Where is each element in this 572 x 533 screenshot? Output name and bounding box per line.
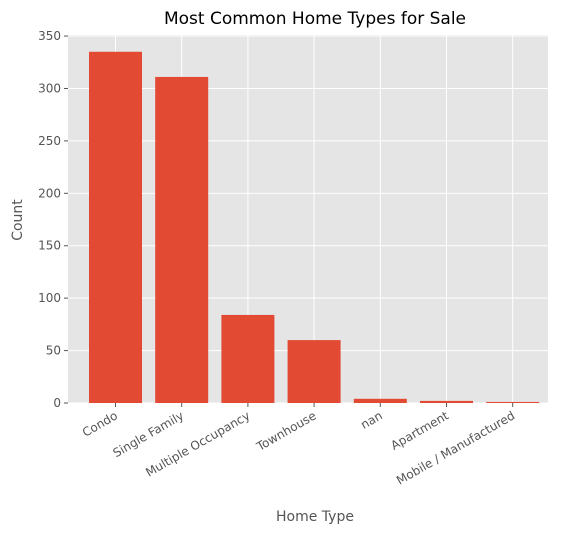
y-tick-label: 250 bbox=[38, 134, 61, 148]
y-tick-label: 50 bbox=[46, 344, 61, 358]
y-tick-label: 350 bbox=[38, 29, 61, 43]
bar bbox=[155, 76, 209, 404]
y-tick-label: 100 bbox=[38, 291, 61, 305]
bar bbox=[89, 51, 142, 403]
x-tick-label: nan bbox=[358, 408, 385, 431]
x-tick-label: Townhouse bbox=[253, 408, 318, 454]
bar bbox=[287, 340, 341, 403]
x-tick-label: Apartment bbox=[388, 408, 451, 452]
bar bbox=[353, 398, 407, 403]
chart-title: Most Common Home Types for Sale bbox=[164, 9, 466, 29]
y-axis: 0 50 100 150 200 250 300 350 bbox=[38, 29, 68, 410]
y-tick-label: 200 bbox=[38, 186, 61, 200]
y-tick-label: 0 bbox=[53, 396, 61, 410]
x-tick-label: Mobile / Manufactured bbox=[394, 408, 517, 487]
y-tick-label: 150 bbox=[38, 239, 61, 253]
bar bbox=[420, 400, 473, 403]
bar bbox=[486, 401, 540, 403]
bars bbox=[89, 51, 540, 404]
bar bbox=[221, 314, 275, 403]
x-tick-label: Condo bbox=[80, 408, 120, 439]
y-axis-label: Count bbox=[10, 199, 26, 241]
x-axis-label: Home Type bbox=[276, 509, 354, 525]
y-tick-label: 300 bbox=[38, 81, 61, 95]
